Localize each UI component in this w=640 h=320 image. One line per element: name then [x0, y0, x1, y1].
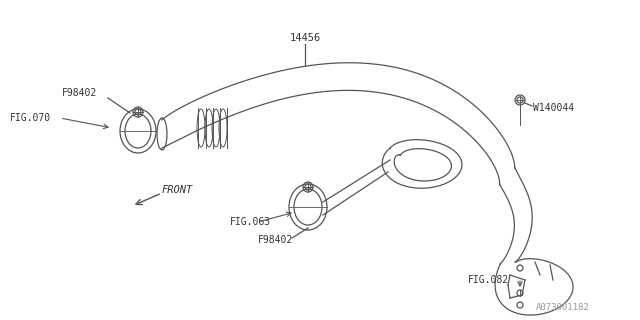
Text: FIG.070: FIG.070 — [10, 113, 51, 123]
Text: FIG.082: FIG.082 — [468, 275, 509, 285]
Text: F98402: F98402 — [258, 235, 293, 245]
Text: FRONT: FRONT — [162, 185, 193, 195]
Text: A073001182: A073001182 — [536, 303, 590, 313]
Text: F98402: F98402 — [62, 88, 97, 98]
Text: FIG.063: FIG.063 — [230, 217, 271, 227]
Text: W140044: W140044 — [533, 103, 574, 113]
Text: 14456: 14456 — [289, 33, 321, 43]
